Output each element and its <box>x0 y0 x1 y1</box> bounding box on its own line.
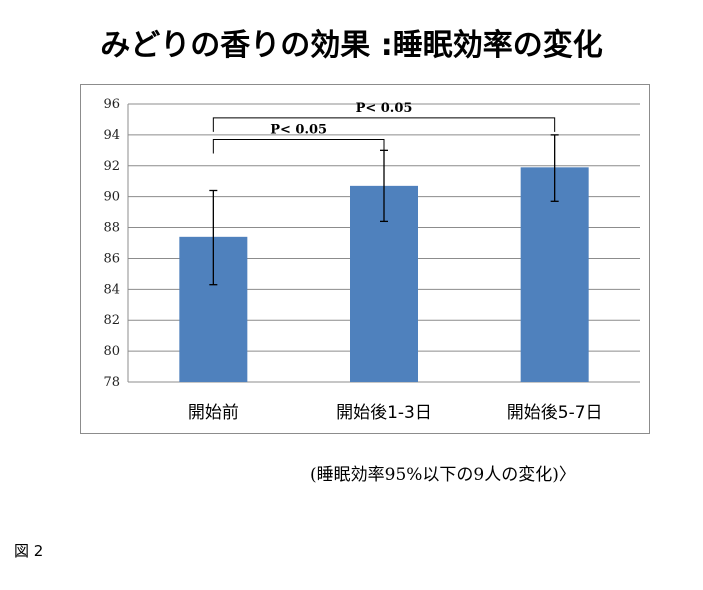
sample-note: (睡眠効率95%以下の9人の変化)〉 <box>310 465 576 485</box>
bar-chart: 78808284868890929496 P< 0.05P< 0.05 開始前開… <box>103 97 640 423</box>
y-tick-label: 92 <box>103 159 120 174</box>
significance-brackets: P< 0.05 P< 0.05 <box>212 101 556 154</box>
bracket-line <box>212 139 385 154</box>
y-tick-label: 86 <box>103 251 120 266</box>
y-tick-label: 78 <box>103 375 120 390</box>
category-label: 開始後1-3日 <box>336 403 432 423</box>
chart-title: みどりの香りの効果 :睡眠効率の変化 <box>100 28 603 63</box>
category-labels: 開始前 開始後1-3日 開始後5-7日 <box>188 403 603 423</box>
error-bars <box>209 134 559 286</box>
significance-label: P< 0.05 <box>356 101 413 116</box>
y-tick-label: 80 <box>103 344 120 359</box>
figure-label: 図 2 <box>14 542 44 560</box>
y-tick-label: 88 <box>103 221 120 236</box>
category-label: 開始後5-7日 <box>507 403 603 423</box>
y-tick-label: 94 <box>103 128 120 143</box>
category-label: 開始前 <box>188 403 239 423</box>
y-tick-label: 96 <box>103 97 120 112</box>
bracket-line <box>212 117 556 132</box>
bar <box>520 167 589 382</box>
y-tick-label: 82 <box>103 313 120 328</box>
y-tick-label: 84 <box>103 282 120 297</box>
y-tick-label: 90 <box>103 190 120 205</box>
significance-bracket: P< 0.05 <box>212 101 556 132</box>
significance-label: P< 0.05 <box>270 123 327 138</box>
significance-bracket: P< 0.05 <box>212 123 385 154</box>
bars <box>179 167 589 382</box>
